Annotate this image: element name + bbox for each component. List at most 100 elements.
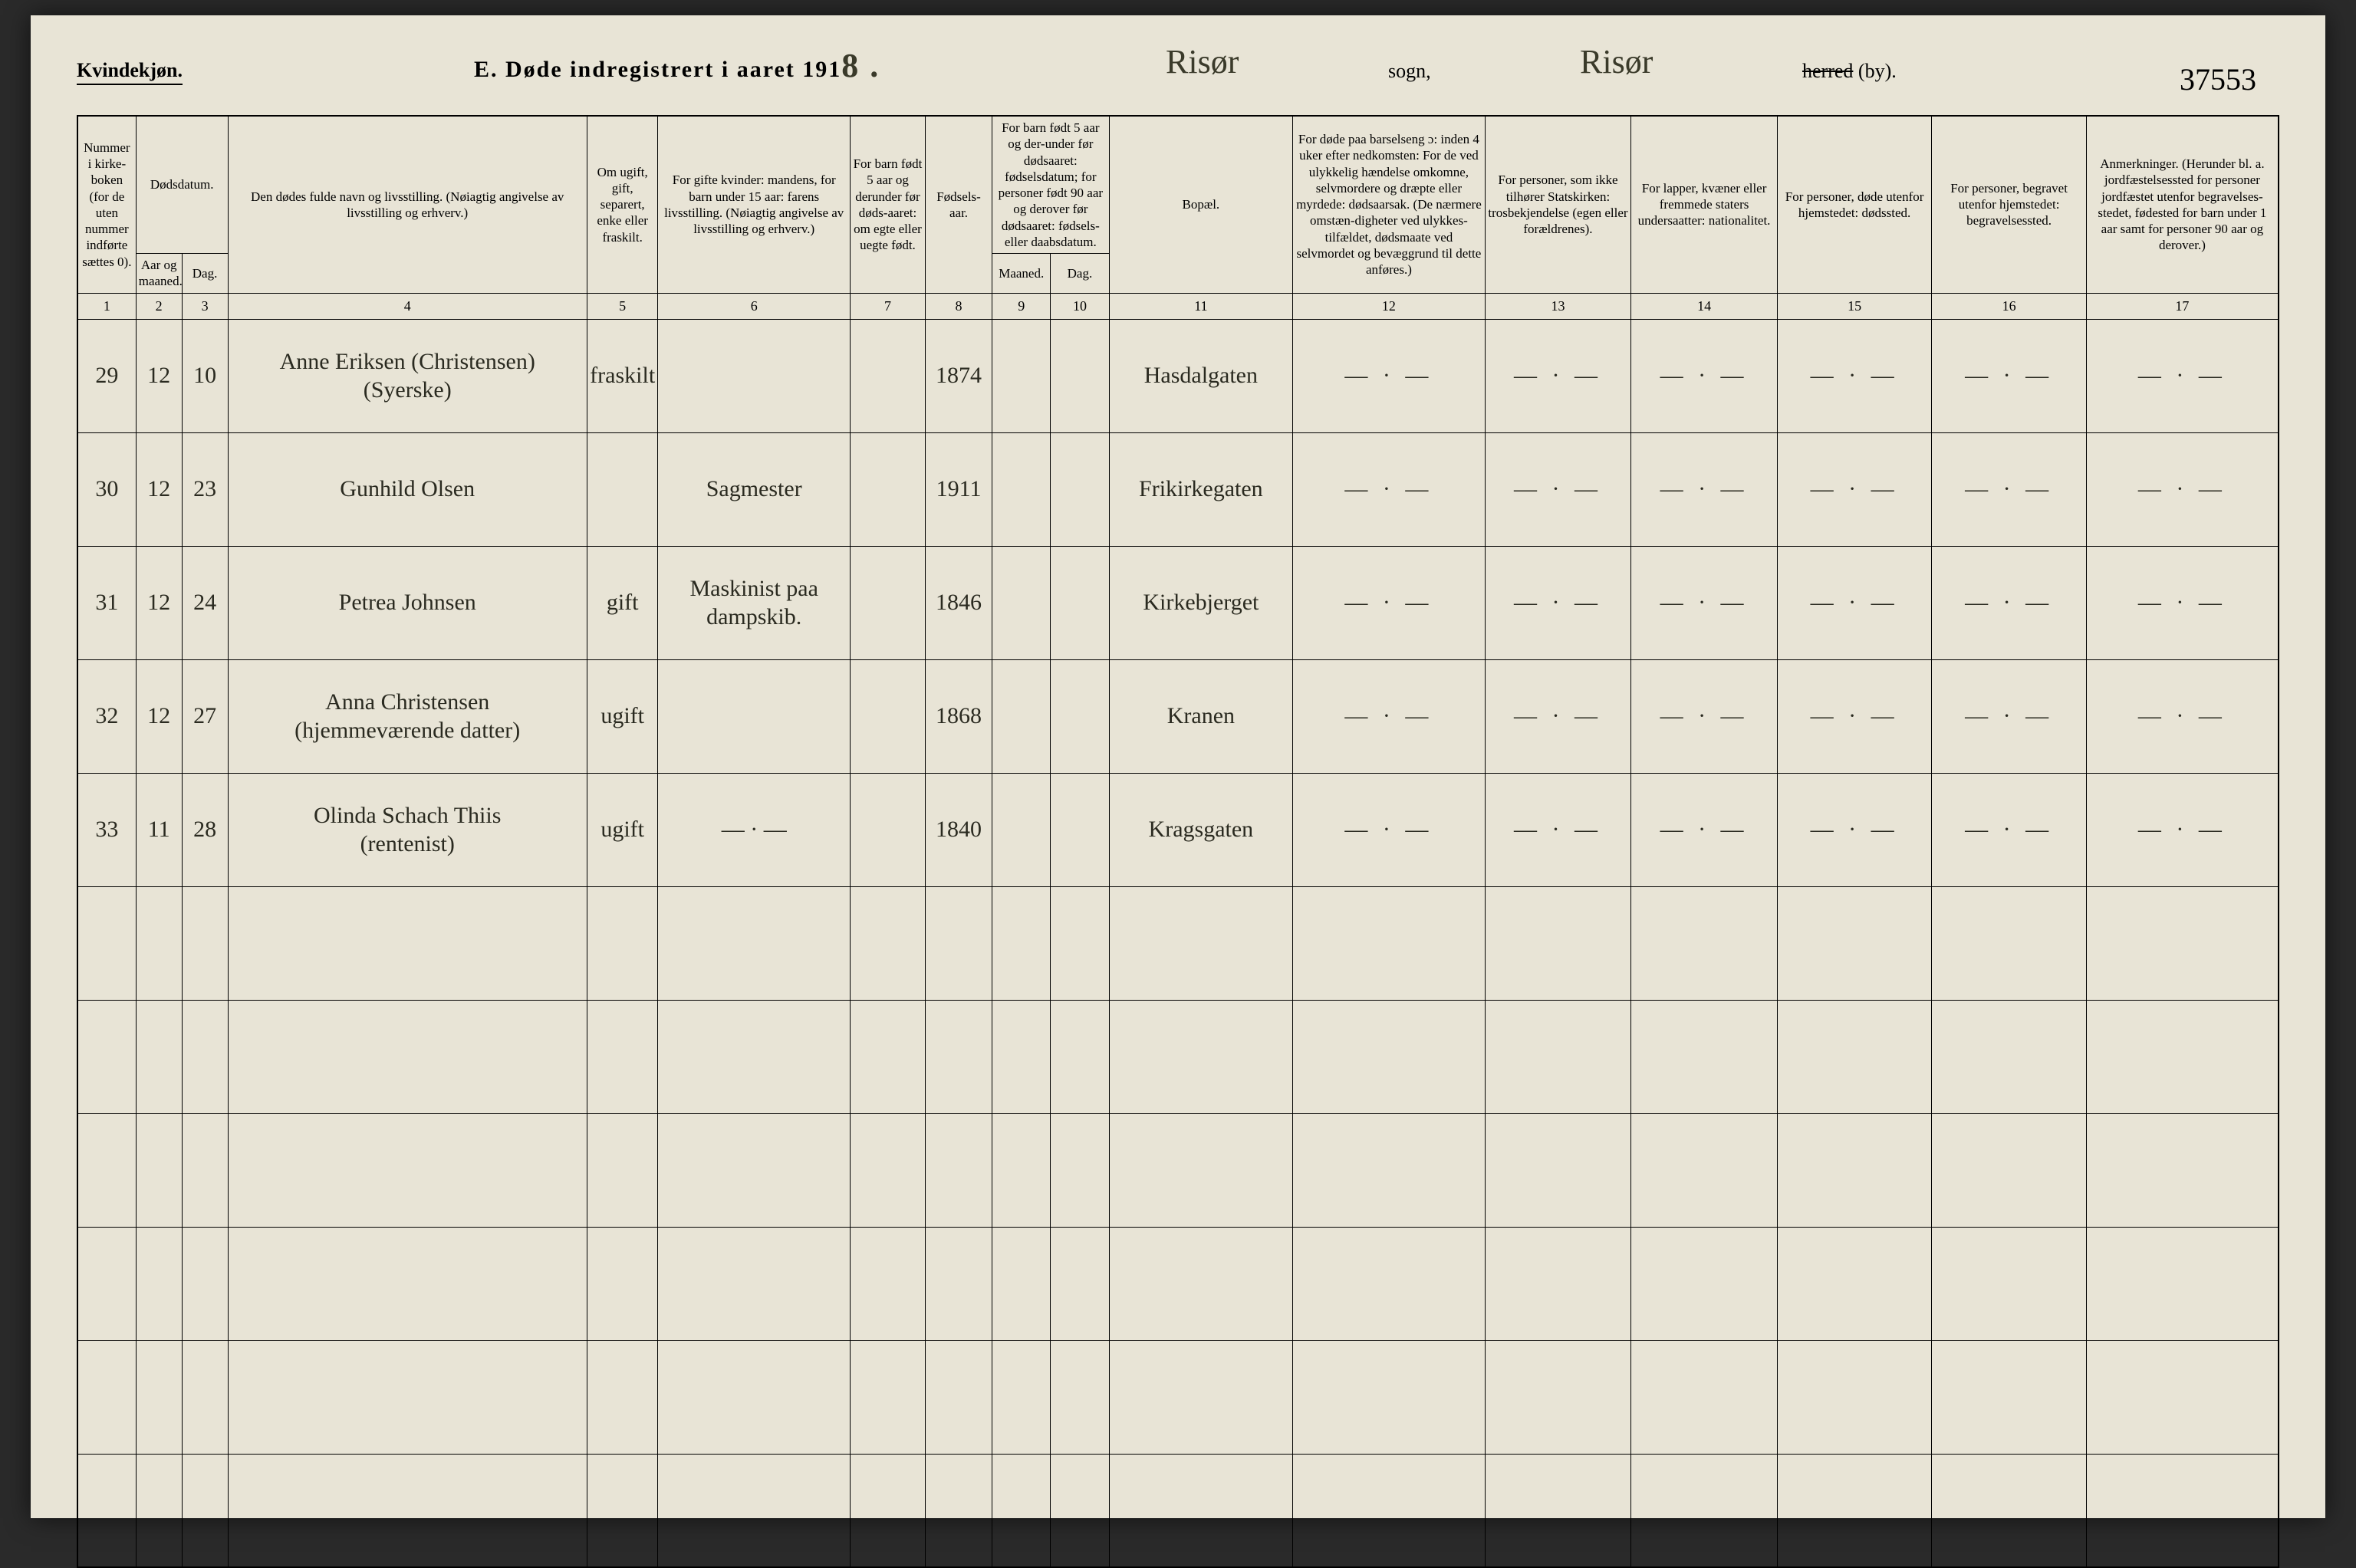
- herred-value: Risør: [1580, 42, 1653, 81]
- table-row: 311224Petrea JohnsengiftMaskinist paa da…: [77, 546, 2279, 659]
- empty-cell: [1932, 1000, 2086, 1113]
- empty-cell: [228, 1113, 587, 1227]
- cell-dag: 23: [182, 432, 228, 546]
- empty-cell: [77, 886, 136, 1000]
- empty-cell: [1293, 1227, 1486, 1340]
- empty-cell: [992, 1227, 1051, 1340]
- empty-cell: [1485, 1454, 1631, 1567]
- col-6-header: For gifte kvinder: mandens, for barn und…: [658, 116, 851, 293]
- cell-bopael: Frikirkegaten: [1109, 432, 1293, 546]
- cell-stand: ugift: [587, 659, 658, 773]
- empty-cell: [2086, 886, 2279, 1000]
- cell-c14: — · —: [1631, 546, 1778, 659]
- cell-c12: — · —: [1293, 319, 1486, 432]
- colnum: 16: [1932, 293, 2086, 319]
- colnum: 6: [658, 293, 851, 319]
- col-3-header: Dag.: [182, 254, 228, 294]
- empty-cell: [850, 1113, 925, 1227]
- col-8-header: Fødsels-aar.: [925, 116, 992, 293]
- cell-mandens: [658, 659, 851, 773]
- table-row: 291210Anne Eriksen (Christensen)(Syerske…: [77, 319, 2279, 432]
- empty-cell: [136, 1113, 182, 1227]
- empty-cell: [658, 1454, 851, 1567]
- cell-fmnd: [992, 432, 1051, 546]
- sogn-label: sogn,: [1388, 60, 1431, 83]
- empty-cell: [228, 886, 587, 1000]
- cell-c17: — · —: [2086, 546, 2279, 659]
- title-text: E. Døde indregistrert i aaret 191: [474, 57, 841, 82]
- colnum: 7: [850, 293, 925, 319]
- cell-fmnd: [992, 773, 1051, 886]
- empty-cell: [2086, 1340, 2279, 1454]
- year-suffix: 8 .: [841, 47, 880, 84]
- empty-cell: [136, 1000, 182, 1113]
- empty-cell: [658, 1000, 851, 1113]
- empty-cell: [182, 1227, 228, 1340]
- col-13-header: For personer, som ikke tilhører Statskir…: [1485, 116, 1631, 293]
- cell-c17: — · —: [2086, 319, 2279, 432]
- empty-cell: [850, 1454, 925, 1567]
- col-15-header: For personer, døde utenfor hjemstedet: d…: [1777, 116, 1931, 293]
- cell-fmnd: [992, 546, 1051, 659]
- empty-cell: [992, 1454, 1051, 1567]
- table-row-empty: [77, 1340, 2279, 1454]
- herred-by-label: herred (by).: [1802, 60, 1897, 83]
- empty-cell: [182, 1454, 228, 1567]
- empty-cell: [1631, 1113, 1778, 1227]
- empty-cell: [925, 1000, 992, 1113]
- gender-label: Kvindekjøn.: [77, 59, 183, 85]
- empty-cell: [1631, 1227, 1778, 1340]
- cell-bopael: Hasdalgaten: [1109, 319, 1293, 432]
- cell-fdag: [1051, 546, 1109, 659]
- empty-cell: [182, 1340, 228, 1454]
- cell-c15: — · —: [1777, 319, 1931, 432]
- empty-cell: [1932, 1454, 2086, 1567]
- cell-c14: — · —: [1631, 319, 1778, 432]
- cell-c12: — · —: [1293, 659, 1486, 773]
- table-row-empty: [77, 1454, 2279, 1567]
- empty-cell: [992, 886, 1051, 1000]
- cell-c16: — · —: [1932, 319, 2086, 432]
- empty-cell: [1777, 886, 1931, 1000]
- herred-strike: herred: [1802, 60, 1853, 82]
- empty-cell: [1485, 1000, 1631, 1113]
- empty-cell: [1777, 1340, 1931, 1454]
- cell-fmnd: [992, 659, 1051, 773]
- colnum: 15: [1777, 293, 1931, 319]
- cell-mandens: [658, 319, 851, 432]
- cell-c15: — · —: [1777, 659, 1931, 773]
- cell-num: 32: [77, 659, 136, 773]
- register-page: Kvindekjøn. E. Døde indregistrert i aare…: [31, 15, 2325, 1518]
- empty-cell: [2086, 1113, 2279, 1227]
- empty-cell: [587, 1340, 658, 1454]
- empty-cell: [182, 886, 228, 1000]
- empty-cell: [587, 1113, 658, 1227]
- empty-cell: [925, 1113, 992, 1227]
- colnum: 5: [587, 293, 658, 319]
- empty-cell: [77, 1340, 136, 1454]
- empty-cell: [1109, 1000, 1293, 1113]
- empty-cell: [1109, 886, 1293, 1000]
- cell-c13: — · —: [1485, 659, 1631, 773]
- cell-c12: — · —: [1293, 546, 1486, 659]
- empty-cell: [658, 886, 851, 1000]
- empty-cell: [925, 886, 992, 1000]
- empty-cell: [1631, 886, 1778, 1000]
- death-register-table: Nummer i kirke-boken (for de uten nummer…: [77, 115, 2279, 1568]
- cell-mnd: 12: [136, 319, 182, 432]
- page-number: 37553: [2180, 61, 2256, 97]
- cell-fdag: [1051, 432, 1109, 546]
- empty-cell: [925, 1227, 992, 1340]
- col-10-header: Dag.: [1051, 254, 1109, 294]
- col-7-header: For barn født 5 aar og derunder før døds…: [850, 116, 925, 293]
- cell-c13: — · —: [1485, 546, 1631, 659]
- empty-cell: [1051, 1000, 1109, 1113]
- cell-fdag: [1051, 319, 1109, 432]
- sogn-value: Risør: [1166, 42, 1239, 81]
- empty-cell: [658, 1113, 851, 1227]
- empty-cell: [925, 1454, 992, 1567]
- cell-mnd: 12: [136, 659, 182, 773]
- empty-cell: [1932, 1113, 2086, 1227]
- table-row-empty: [77, 1227, 2279, 1340]
- cell-faar: 1874: [925, 319, 992, 432]
